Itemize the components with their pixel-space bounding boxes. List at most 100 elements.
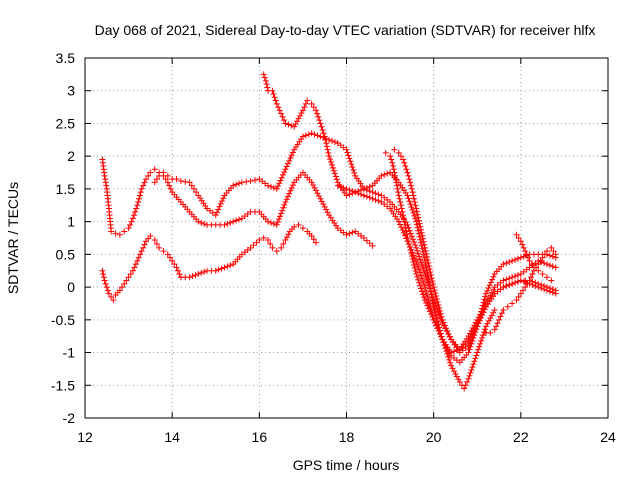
- data-point: [415, 276, 422, 283]
- data-point: [125, 225, 132, 232]
- data-point: [448, 362, 455, 369]
- data-point: [436, 311, 443, 318]
- data-point: [517, 277, 524, 284]
- data-point: [287, 187, 294, 194]
- data-point: [481, 296, 488, 303]
- data-point: [417, 226, 424, 233]
- x-tick-label: 22: [513, 429, 529, 445]
- data-point: [425, 262, 432, 269]
- data-point: [407, 179, 414, 186]
- data-point: [411, 195, 418, 202]
- data-point: [224, 263, 231, 270]
- data-point: [475, 346, 482, 353]
- data-point: [224, 220, 231, 227]
- data-point: [515, 293, 522, 300]
- y-tick-label: -1.5: [51, 377, 75, 393]
- data-point: [479, 335, 486, 341]
- data-point: [160, 169, 167, 176]
- data-point: [496, 316, 503, 323]
- data-point: [186, 274, 193, 281]
- data-point: [282, 199, 289, 205]
- data-point: [419, 235, 426, 242]
- data-point: [100, 271, 107, 277]
- data-point: [121, 280, 128, 287]
- data-point: [277, 177, 284, 184]
- data-point: [425, 295, 432, 302]
- data-point: [487, 292, 494, 299]
- data-point: [331, 139, 338, 145]
- data-point: [538, 285, 545, 292]
- data-point: [393, 182, 400, 189]
- data-point: [529, 271, 536, 277]
- data-point: [308, 179, 315, 186]
- data-point: [103, 182, 110, 189]
- data-point: [546, 252, 553, 259]
- data-point: [471, 325, 478, 332]
- data-point: [320, 130, 327, 137]
- data-point: [299, 225, 306, 232]
- data-point: [526, 257, 533, 264]
- data-point: [271, 94, 278, 101]
- data-point: [343, 185, 350, 192]
- data-point: [291, 123, 298, 130]
- data-point: [138, 185, 145, 192]
- data-point: [400, 156, 407, 163]
- data-point: [392, 176, 399, 183]
- data-point: [477, 314, 484, 321]
- data-point: [435, 301, 442, 308]
- data-point: [412, 268, 419, 274]
- data-point: [363, 237, 370, 244]
- data-point: [438, 317, 445, 324]
- data-point: [420, 238, 427, 245]
- data-point: [549, 263, 556, 270]
- data-point: [250, 242, 257, 249]
- data-point: [351, 169, 358, 176]
- data-point: [421, 271, 428, 277]
- data-point: [366, 188, 373, 195]
- data-point: [147, 233, 154, 240]
- data-point: [418, 259, 425, 266]
- data-point: [412, 215, 419, 222]
- data-point: [423, 267, 430, 274]
- data-point: [273, 185, 280, 192]
- data-point: [506, 281, 513, 288]
- data-point: [292, 121, 299, 127]
- data-point: [302, 132, 309, 139]
- data-point: [417, 282, 424, 289]
- data-point: [498, 310, 505, 317]
- data-point: [137, 251, 144, 258]
- data-point: [295, 221, 302, 228]
- data-point: [509, 257, 516, 264]
- data-point: [428, 291, 435, 298]
- data-point: [504, 303, 511, 310]
- data-point: [156, 172, 163, 179]
- data-point: [147, 169, 154, 176]
- data-point: [308, 130, 315, 137]
- data-point: [188, 182, 195, 189]
- x-tick-label: 18: [339, 429, 355, 445]
- data-point: [500, 277, 507, 284]
- data-point: [420, 294, 427, 301]
- data-point: [192, 272, 199, 279]
- data-point: [432, 290, 439, 297]
- data-point: [311, 184, 318, 191]
- data-point: [328, 137, 335, 144]
- data-point: [514, 255, 521, 262]
- data-point: [267, 240, 274, 247]
- data-point: [282, 120, 289, 127]
- plot-frame: [84, 57, 609, 419]
- data-point: [263, 81, 270, 88]
- data-point: [141, 241, 148, 248]
- data-point: [260, 235, 267, 241]
- data-point: [446, 356, 453, 363]
- data-point: [543, 274, 550, 281]
- data-point: [227, 262, 234, 269]
- data-point: [352, 189, 359, 196]
- data-point: [227, 219, 234, 226]
- data-point: [541, 260, 548, 267]
- data-point: [285, 231, 292, 238]
- data-point: [314, 190, 321, 197]
- data-point: [546, 288, 553, 295]
- data-point: [321, 133, 328, 140]
- data-point: [403, 231, 410, 238]
